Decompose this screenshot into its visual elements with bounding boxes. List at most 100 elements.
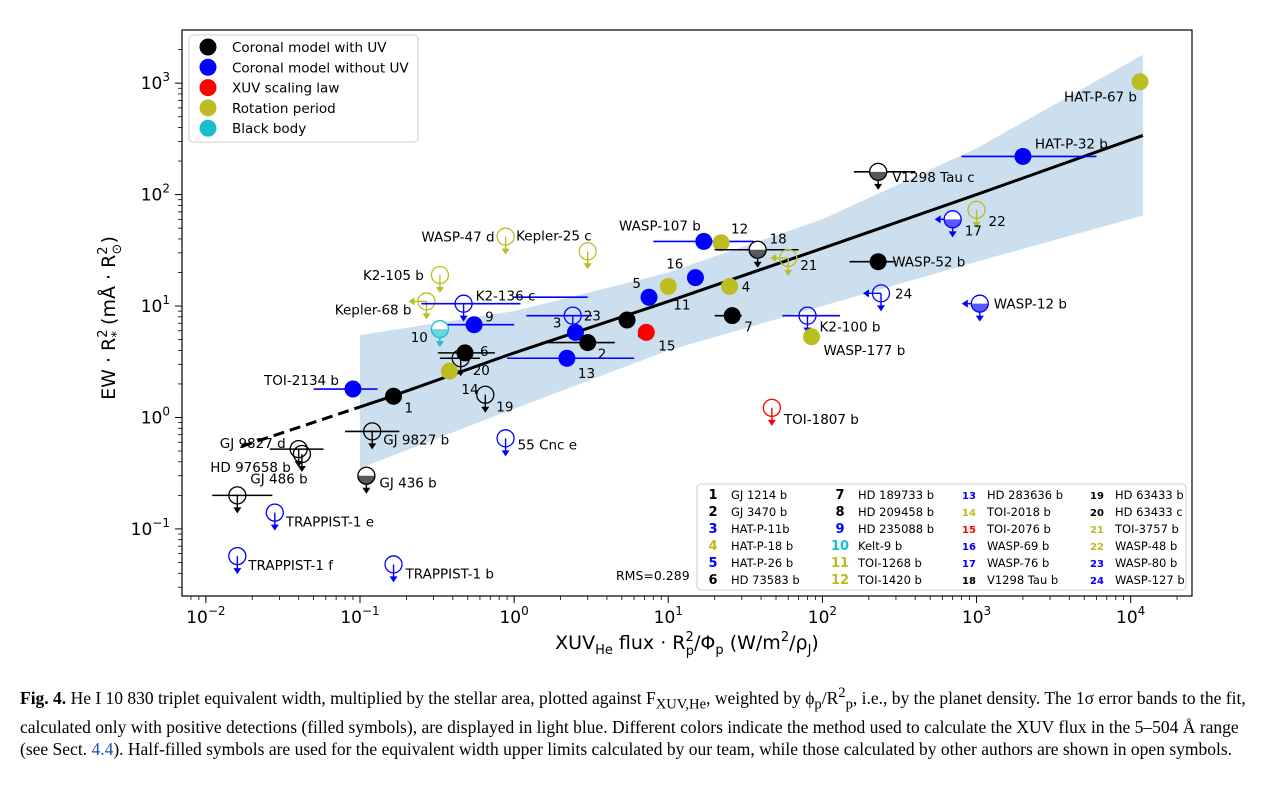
key-planet-name: HD 63433 c [1115,505,1183,519]
key-number: 18 [962,576,976,587]
data-point: 19 [476,385,513,416]
point-label: Kepler-25 c [516,228,592,244]
upper-limit-arrow [435,286,444,293]
point-marker [344,380,362,398]
x-tick-label: 102 [808,604,837,628]
key-planet-name: Kelt-9 b [858,539,902,553]
point-label: WASP-177 b [824,343,906,359]
lower-x-arrow [408,297,415,306]
data-point: 22 [967,200,1006,230]
y-tick-label: 103 [141,70,170,94]
caption-sub-2: p [814,696,822,713]
point-marker [686,269,704,287]
point-marker-open [228,486,247,505]
key-number: 16 [962,542,976,553]
key-planet-name: HD 73583 b [731,573,800,587]
key-planet-name: TOI-1420 b [857,573,922,587]
data-point: 7 [714,307,753,336]
legend-marker [199,79,217,97]
data-point: WASP-52 b [849,253,965,271]
point-marker [640,288,658,306]
caption-text-4: , i.e., by the planet density. The 1σ er… [20,687,1246,760]
point-label: TRAPPIST-1 e [285,515,374,531]
point-label: 14 [461,382,478,398]
key-planet-name: HD 209458 b [858,505,934,519]
caption-sub-3: p [845,696,853,713]
legend-label: Coronal model without UV [232,60,409,76]
caption-sub-1: XUV,He [655,696,707,713]
data-point: TRAPPIST-1 b [384,555,494,583]
point-marker [721,277,739,295]
key-number: 3 [708,522,717,537]
upper-limit-arrow [501,450,510,457]
point-label: 20 [473,363,490,379]
key-planet-name: WASP-48 b [1115,539,1177,553]
data-point: GJ 9827 b [345,422,449,450]
point-marker [637,323,655,341]
key-number: 11 [831,556,849,571]
key-number: 19 [1090,491,1104,502]
data-point: V1298 Tau c [853,162,975,190]
key-number: 9 [835,522,844,537]
data-point: TRAPPIST-1 e [265,503,374,531]
point-marker [618,311,636,329]
point-label: 7 [744,320,753,336]
data-point: 17 [934,210,982,239]
x-tick-label: 101 [654,604,683,628]
point-marker-open [417,292,436,311]
upper-limit-arrow [435,341,444,348]
data-point: WASP-12 b [961,294,1067,322]
data-point: GJ 436 b [357,466,437,494]
data-point: 1 [385,387,413,416]
point-label: 15 [658,338,675,354]
error-band-layer [360,54,1143,469]
data-point: HAT-P-32 b [961,136,1108,165]
point-marker-open [496,429,515,448]
key-number: 24 [1090,576,1104,587]
point-label: 21 [800,258,817,274]
key-planet-name: HD 283636 b [987,488,1063,502]
key-planet-name: WASP-127 b [1115,573,1185,587]
key-planet-name: WASP-76 b [987,556,1049,570]
key-number: 22 [1090,542,1104,553]
upper-limit-arrow [389,576,398,583]
upper-limit-arrow [874,183,883,190]
figure-caption: Fig. 4. He I 10 830 triplet equivalent w… [20,682,1265,761]
point-marker-half-fill [431,329,449,338]
legend-label: Rotation period [232,101,336,117]
key-planet-name: HD 189733 b [858,488,934,502]
upper-limit-arrow [784,269,793,276]
caption-section-link[interactable]: 4.4 [91,739,114,760]
point-label: K2-136 c [476,289,536,305]
y-tick-label: 101 [141,293,170,317]
point-marker [1014,147,1032,165]
upper-limit-arrow [233,568,242,575]
key-number: 17 [962,559,976,570]
rms-text: RMS=0.289 [616,568,690,583]
legend-marker [199,119,217,137]
point-label: 13 [578,366,595,382]
point-marker [440,362,458,380]
point-marker-open [363,422,382,441]
point-label: HD 97658 b [210,460,291,476]
point-marker [558,349,576,367]
upper-limit-arrow [948,231,957,238]
data-point: K2-136 c [421,289,535,322]
data-point: 12 [712,222,748,252]
key-planet-name: GJ 3470 b [731,505,787,519]
lower-x-arrow [934,215,941,224]
point-label: 19 [496,400,513,416]
point-label: 9 [485,310,494,326]
point-label: 22 [989,214,1006,230]
point-label: GJ 436 b [379,476,436,492]
point-marker-open [798,306,817,325]
data-point: 11 [659,277,690,313]
data-point: Kepler-25 c [516,228,597,270]
legend: Coronal model with UV Coronal model witho… [188,34,419,143]
legend-marker [199,99,217,117]
key-planet-name: TOI-2076 b [986,522,1051,536]
upper-limit-arrow [877,305,886,312]
caption-text-1: He I 10 830 triplet equivalent width, mu… [66,687,656,708]
point-marker-open [451,349,470,368]
data-point: WASP-107 b [619,218,755,250]
